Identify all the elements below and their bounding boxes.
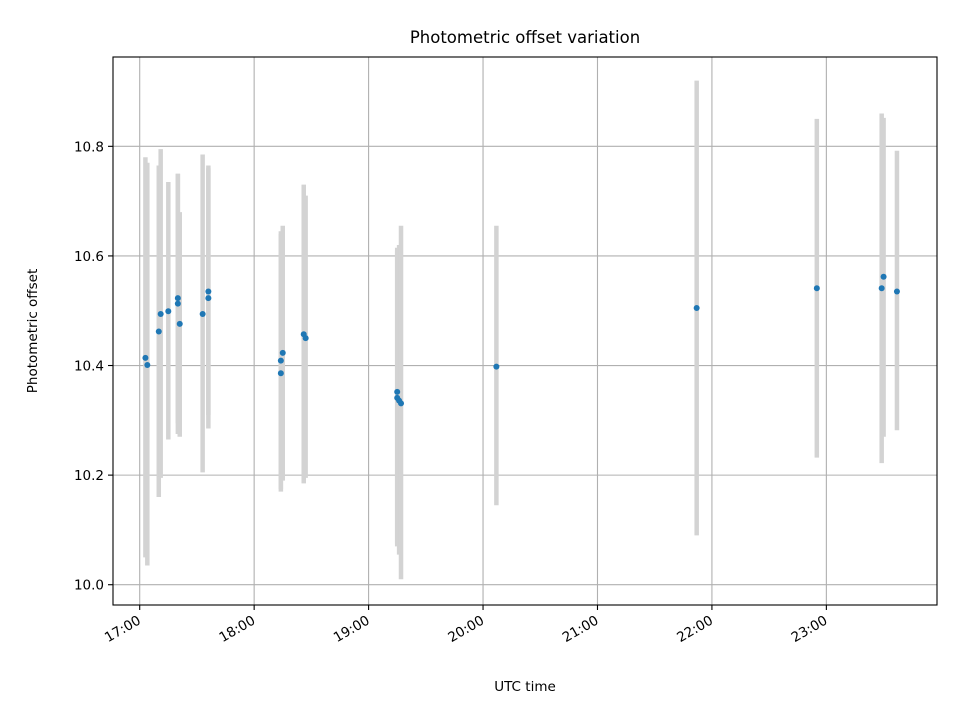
data-point — [398, 400, 405, 407]
plot-frame — [112, 56, 938, 606]
x-tick-label: 19:00 — [331, 613, 373, 646]
data-point — [155, 328, 162, 335]
x-tick-label: 20:00 — [445, 613, 487, 646]
data-points — [142, 273, 900, 407]
y-tick-label: 10.6 — [74, 249, 104, 265]
x-tick-label: 21:00 — [560, 613, 602, 646]
data-point — [693, 304, 700, 311]
x-axis-ticks: 17:00 18:00 19:00 20:00 21:00 22:00 23:00 — [102, 605, 830, 646]
data-point — [493, 363, 500, 370]
x-axis-label: UTC time — [494, 679, 556, 695]
error-bars — [143, 80, 900, 580]
x-tick-label: 18:00 — [216, 613, 258, 646]
data-point — [878, 285, 885, 292]
data-point — [893, 288, 900, 295]
y-tick-label: 10.4 — [74, 359, 104, 375]
data-point — [174, 295, 181, 302]
data-point — [205, 295, 212, 302]
chart-title: Photometric offset variation — [410, 28, 640, 47]
data-point — [176, 320, 183, 327]
data-point — [157, 311, 164, 318]
data-point — [199, 311, 206, 318]
data-point — [302, 335, 309, 342]
data-point — [880, 273, 887, 280]
y-axis-ticks: 10.0 10.2 10.4 10.6 10.8 — [74, 139, 113, 594]
data-point — [813, 285, 820, 292]
y-axis-label: Photometric offset — [25, 269, 41, 393]
y-tick-label: 10.2 — [74, 468, 104, 484]
data-point — [174, 300, 181, 307]
data-point — [144, 361, 151, 368]
y-tick-label: 10.0 — [74, 578, 104, 594]
data-point — [142, 354, 149, 361]
data-point — [279, 349, 286, 356]
data-point — [165, 308, 172, 315]
data-point — [277, 357, 284, 364]
data-point — [277, 370, 284, 377]
x-tick-label: 17:00 — [102, 613, 144, 646]
x-tick-label: 23:00 — [789, 613, 831, 646]
grid — [113, 57, 937, 605]
x-tick-label: 22:00 — [674, 613, 716, 646]
data-point — [394, 388, 401, 395]
y-tick-label: 10.8 — [74, 139, 104, 155]
data-point — [205, 288, 212, 295]
